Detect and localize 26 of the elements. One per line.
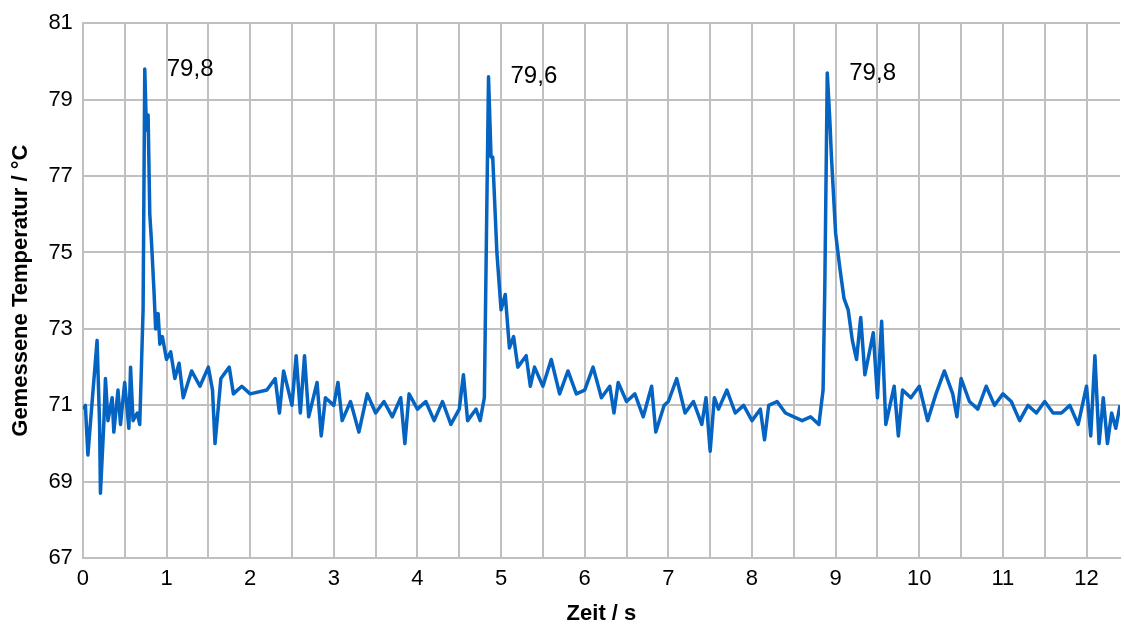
- y-tick-label: 75: [48, 238, 73, 264]
- annotation: 79,6: [510, 61, 558, 89]
- x-tick-label: 0: [76, 565, 89, 591]
- x-tick-label: 12: [1074, 565, 1099, 591]
- x-tick-label: 7: [662, 565, 675, 591]
- y-tick-label: 67: [48, 544, 73, 570]
- x-tick-label: 5: [494, 565, 508, 591]
- x-tick-label: 2: [244, 565, 257, 591]
- x-tick-label: 9: [829, 565, 842, 591]
- y-tick-label: 69: [48, 467, 73, 493]
- y-axis-title: Gemessene Temperatur / °C: [7, 144, 33, 437]
- y-tick-label: 73: [48, 314, 73, 340]
- y-tick-label: 79: [48, 85, 73, 111]
- x-tick-label: 4: [411, 565, 424, 591]
- x-tick-label: 11: [991, 565, 1015, 591]
- y-tick-label: 77: [48, 162, 73, 188]
- annotation: 79,8: [849, 57, 896, 85]
- x-tick-label: 6: [578, 565, 591, 591]
- annotation: 79,8: [166, 53, 214, 81]
- x-tick-label: 10: [907, 565, 932, 591]
- x-tick-label: 3: [327, 565, 340, 591]
- y-tick-label: 81: [48, 9, 73, 35]
- x-tick-label: 8: [745, 565, 759, 591]
- y-tick-label: 71: [48, 391, 73, 417]
- x-tick-label: 1: [160, 565, 173, 591]
- x-axis-title: Zeit / s: [566, 599, 637, 625]
